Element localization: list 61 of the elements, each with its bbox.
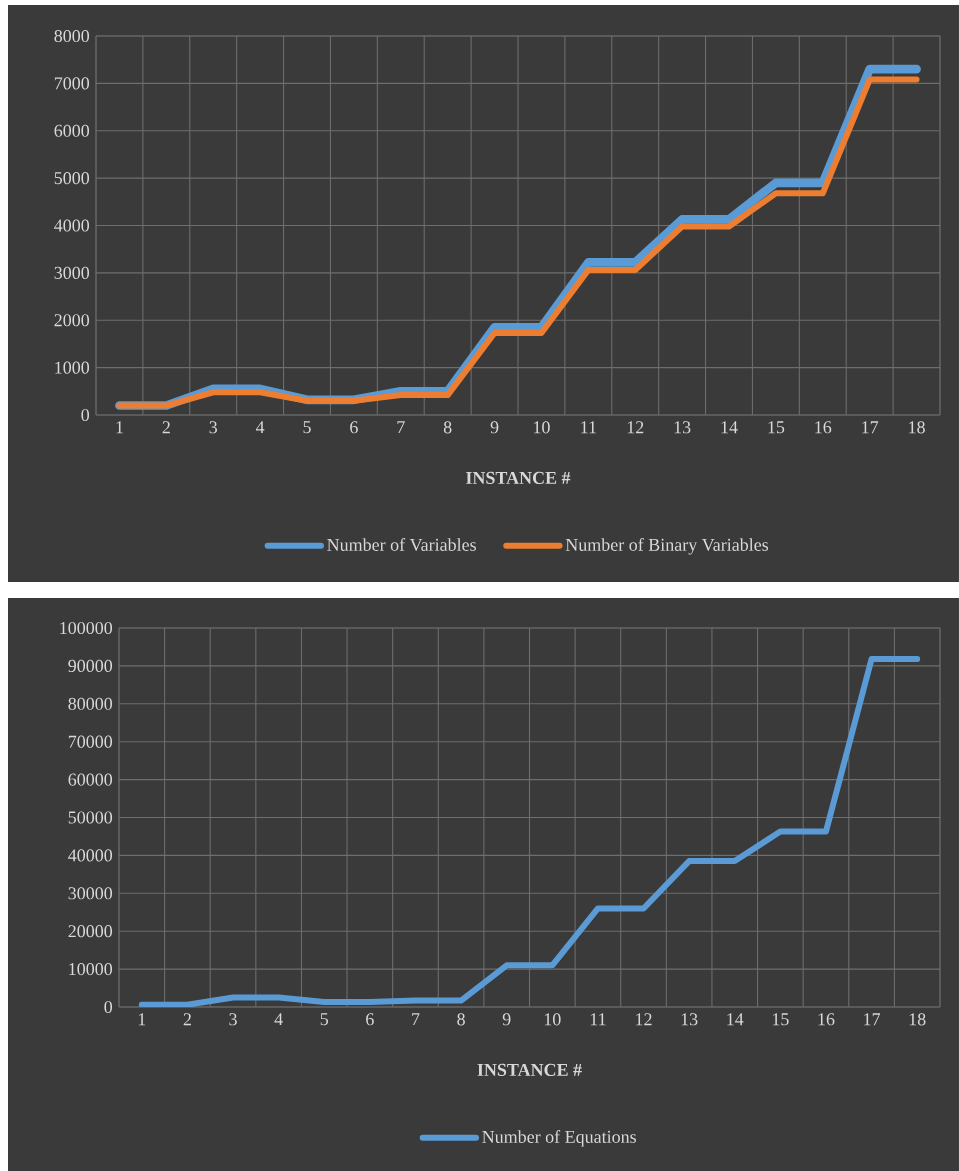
x-tick-label: 17 [862, 421, 879, 434]
x-tick-label: 5 [320, 1013, 329, 1026]
x-tick-label: 14 [727, 1013, 744, 1026]
y-tick-label: 50000 [68, 811, 113, 824]
x-tick-label: 11 [581, 421, 596, 434]
x-tick-label: 10 [534, 421, 550, 434]
y-tick-label: 2000 [54, 314, 90, 327]
legend-label: Number of Binary Variables [565, 538, 769, 555]
y-tick-label: 1000 [55, 361, 90, 374]
x-tick-label: 2 [162, 421, 170, 434]
x-tick-label: 8 [443, 421, 452, 434]
x-axis-title: INSTANCE # [477, 1063, 582, 1076]
y-tick-label: 0 [81, 408, 90, 422]
y-tick-label: 3000 [54, 266, 90, 279]
y-tick-label: 90000 [68, 659, 113, 672]
x-tick-label: 4 [255, 421, 265, 434]
x-tick-label: 6 [366, 1013, 374, 1026]
x-tick-label: 10 [544, 1013, 561, 1026]
x-tick-label: 1 [116, 421, 123, 434]
x-tick-label: 4 [274, 1013, 283, 1026]
y-tick-label: 7000 [54, 77, 90, 90]
y-tick-label: 10000 [69, 963, 113, 976]
x-tick-label: 12 [627, 421, 644, 434]
x-tick-label: 6 [350, 421, 358, 434]
y-tick-label: 20000 [68, 925, 113, 938]
x-tick-label: 9 [502, 1013, 511, 1026]
x-tick-label: 14 [721, 421, 738, 434]
x-tick-label: 15 [768, 421, 785, 434]
x-tick-label: 7 [397, 421, 405, 434]
y-tick-label: 40000 [68, 849, 113, 862]
x-tick-label: 18 [909, 421, 925, 434]
legend-label: Number of Equations [482, 1130, 636, 1147]
x-tick-label: 9 [490, 421, 499, 434]
x-tick-label: 16 [818, 1013, 835, 1026]
x-tick-label: 1 [138, 1013, 146, 1026]
x-tick-label: 11 [590, 1013, 606, 1026]
x-tick-label: 15 [772, 1013, 789, 1026]
y-tick-label: 70000 [68, 735, 113, 748]
x-tick-label: 3 [209, 421, 218, 434]
y-tick-label: 0 [104, 1000, 113, 1014]
x-tick-label: 8 [457, 1013, 465, 1026]
x-tick-label: 16 [815, 421, 832, 434]
y-tick-label: 4000 [54, 219, 90, 232]
y-tick-label: 60000 [68, 773, 113, 786]
y-tick-label: 30000 [68, 887, 113, 900]
y-tick-label: 6000 [54, 124, 90, 137]
y-tick-label: 80000 [68, 697, 113, 710]
y-tick-label: 5000 [54, 172, 90, 185]
y-tick-label: 100000 [60, 621, 113, 635]
y-tick-label: 8000 [54, 29, 90, 43]
x-tick-label: 13 [681, 1013, 698, 1026]
x-tick-label: 7 [412, 1013, 420, 1026]
x-tick-label: 3 [229, 1013, 237, 1026]
x-tick-label: 13 [674, 421, 691, 434]
legend-label: Number of Variables [327, 538, 476, 551]
x-axis-title: INSTANCE # [466, 471, 571, 484]
x-tick-label: 18 [909, 1013, 926, 1026]
x-tick-label: 17 [864, 1013, 881, 1026]
x-tick-label: 5 [303, 421, 311, 434]
x-tick-label: 12 [636, 1013, 652, 1026]
x-tick-label: 2 [183, 1013, 191, 1026]
